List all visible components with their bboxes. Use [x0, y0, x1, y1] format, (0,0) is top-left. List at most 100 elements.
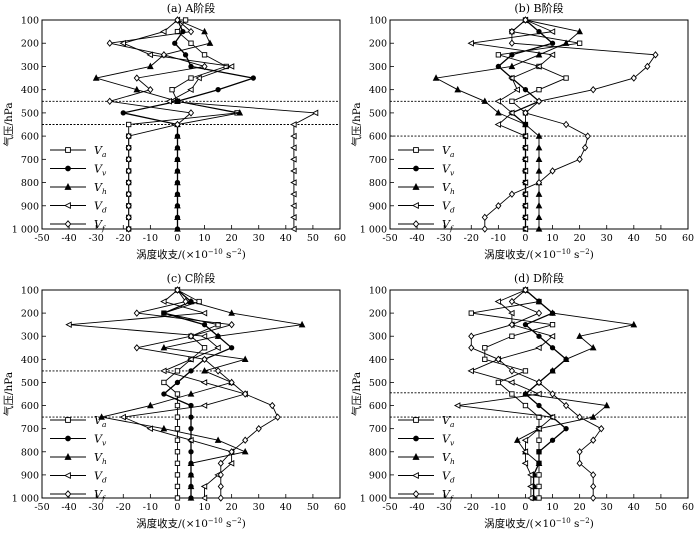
data-point — [290, 190, 297, 198]
legend-label: Vv — [442, 433, 455, 448]
data-point — [174, 167, 181, 174]
data-point — [535, 143, 543, 151]
y-tick-label: 700 — [21, 424, 39, 435]
chart-panel-3: (c) C阶段 -50 -40 -30 -20 -10 0 10 20 30 40 50 60 100 20… — [2, 271, 346, 530]
series-left-triangle — [453, 286, 556, 502]
x-tick-label: -50 — [34, 233, 49, 244]
legend-marker — [64, 201, 71, 210]
data-point — [201, 62, 208, 71]
data-point — [521, 214, 529, 221]
legend-label: Vh — [442, 451, 455, 466]
x-tick-label: 50 — [307, 233, 319, 244]
legend-label: Vv — [442, 163, 455, 178]
data-point — [174, 368, 181, 374]
data-point — [65, 321, 72, 329]
data-point — [98, 413, 105, 420]
data-point — [522, 87, 529, 93]
y-tick-label: 900 — [369, 470, 387, 481]
data-point — [200, 332, 208, 340]
data-point — [215, 322, 221, 328]
x-axis-label: 涡度收支/(×10−10 s−2) — [484, 517, 594, 530]
y-tick-label: 600 — [369, 401, 387, 412]
x-tick-label: 50 — [307, 502, 319, 513]
data-point — [274, 413, 281, 421]
data-point — [195, 74, 202, 82]
data-point — [508, 190, 515, 198]
series-diamond — [481, 16, 659, 233]
y-tick-label: 100 — [369, 16, 387, 27]
data-point — [228, 448, 235, 456]
legend-label: Vh — [94, 451, 107, 466]
data-point — [206, 39, 214, 46]
y-tick-label: 300 — [369, 62, 387, 73]
data-point — [201, 52, 208, 58]
data-point — [133, 309, 140, 317]
data-point — [290, 132, 297, 140]
data-point — [125, 167, 132, 175]
data-point — [509, 98, 515, 104]
data-point — [201, 345, 208, 351]
data-point — [495, 379, 502, 386]
data-point — [174, 178, 181, 186]
data-point — [174, 460, 181, 466]
legend-label: Vd — [442, 200, 455, 215]
data-point — [217, 494, 224, 502]
data-point — [290, 214, 297, 221]
data-point — [174, 379, 181, 386]
data-point — [521, 167, 529, 175]
data-point — [182, 17, 189, 23]
y-axis-label: 气压/hPa — [350, 102, 363, 146]
data-point — [174, 213, 181, 221]
x-tick-label: -10 — [491, 502, 506, 513]
x-tick-label: 40 — [628, 233, 640, 244]
data-point — [521, 179, 529, 186]
series-diamond — [106, 16, 208, 233]
x-axis-label: 涡度收支/(×10−10 s−2) — [136, 248, 246, 261]
y-tick-label: 300 — [21, 332, 39, 343]
data-point — [521, 190, 529, 198]
y-tick-label: 800 — [369, 178, 387, 189]
legend-marker — [412, 471, 419, 480]
x-tick-label: -40 — [61, 502, 76, 513]
series-diamond — [468, 286, 605, 502]
y-tick-label: 200 — [369, 309, 387, 320]
data-point — [182, 297, 189, 306]
y-tick-label: 100 — [369, 286, 387, 297]
data-point — [242, 390, 249, 398]
data-point — [508, 379, 515, 386]
data-point — [513, 86, 520, 94]
data-point — [481, 97, 489, 104]
data-point — [160, 424, 168, 432]
legend-marker — [64, 453, 72, 460]
y-tick-label: 1 000 — [12, 494, 39, 505]
y-tick-label: 700 — [369, 155, 387, 166]
data-point — [535, 51, 543, 58]
data-point — [201, 27, 208, 35]
data-point — [290, 167, 297, 175]
data-point — [584, 132, 591, 140]
data-point — [549, 390, 556, 398]
data-point — [535, 459, 543, 466]
data-point — [146, 51, 154, 59]
data-point — [548, 51, 556, 59]
data-point — [468, 332, 475, 340]
data-point — [187, 471, 195, 478]
data-point — [590, 436, 597, 444]
data-point — [290, 144, 297, 152]
data-point — [228, 345, 235, 351]
y-tick-label: 400 — [369, 355, 387, 366]
data-point — [576, 459, 583, 468]
data-point — [215, 87, 221, 93]
legend-marker — [412, 201, 419, 210]
data-point — [290, 179, 297, 186]
data-point — [535, 190, 543, 197]
chart-panel-4: (d) D阶段 -50 -40 -30 -20 -10 0 10 20 30 40 50 60 100 20… — [350, 271, 694, 530]
data-point — [482, 345, 488, 351]
data-point — [217, 459, 224, 468]
data-point — [481, 213, 488, 222]
data-point — [188, 40, 194, 46]
y-axis-label: 气压/hPa — [2, 372, 15, 416]
data-point — [174, 391, 181, 397]
y-tick-label: 800 — [21, 447, 39, 458]
data-point — [160, 344, 168, 351]
